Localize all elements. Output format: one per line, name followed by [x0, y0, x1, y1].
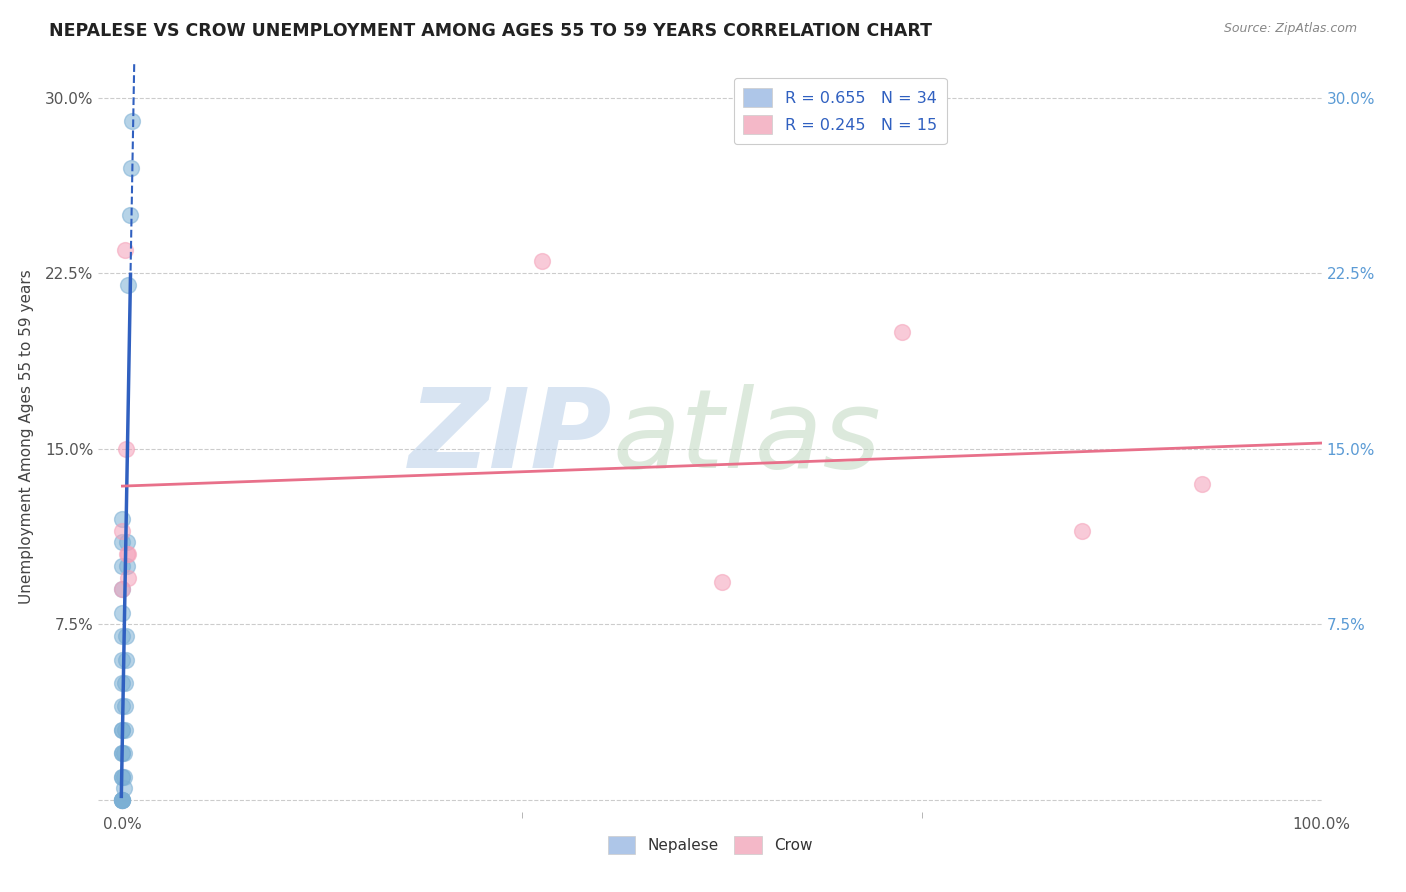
- Point: [111, 793, 134, 807]
- Point: [115, 558, 138, 573]
- Point: [111, 746, 134, 760]
- Point: [111, 582, 134, 597]
- Point: [115, 652, 138, 666]
- Point: [114, 676, 136, 690]
- Point: [111, 606, 134, 620]
- Point: [121, 114, 143, 128]
- Point: [111, 793, 134, 807]
- Point: [115, 442, 138, 456]
- Text: ZIP: ZIP: [409, 384, 612, 491]
- Point: [117, 277, 139, 292]
- Point: [111, 723, 134, 737]
- Point: [114, 723, 136, 737]
- Point: [111, 770, 134, 784]
- Point: [112, 781, 135, 796]
- Point: [115, 629, 138, 643]
- Point: [1191, 476, 1213, 491]
- Point: [111, 676, 134, 690]
- Point: [111, 558, 134, 573]
- Point: [111, 723, 134, 737]
- Point: [114, 243, 136, 257]
- Point: [111, 699, 134, 714]
- Y-axis label: Unemployment Among Ages 55 to 59 years: Unemployment Among Ages 55 to 59 years: [18, 269, 34, 605]
- Point: [117, 571, 139, 585]
- Point: [111, 629, 134, 643]
- Point: [120, 161, 142, 175]
- Point: [112, 746, 135, 760]
- Point: [118, 208, 141, 222]
- Legend: Nepalese, Crow: Nepalese, Crow: [602, 830, 818, 860]
- Point: [711, 575, 734, 590]
- Point: [111, 746, 134, 760]
- Point: [115, 535, 138, 549]
- Point: [890, 325, 912, 339]
- Text: atlas: atlas: [612, 384, 880, 491]
- Text: Source: ZipAtlas.com: Source: ZipAtlas.com: [1223, 22, 1357, 36]
- Point: [111, 652, 134, 666]
- Point: [111, 770, 134, 784]
- Point: [111, 512, 134, 526]
- Text: NEPALESE VS CROW UNEMPLOYMENT AMONG AGES 55 TO 59 YEARS CORRELATION CHART: NEPALESE VS CROW UNEMPLOYMENT AMONG AGES…: [49, 22, 932, 40]
- Point: [115, 547, 138, 561]
- Point: [111, 535, 134, 549]
- Point: [114, 699, 136, 714]
- Point: [1070, 524, 1092, 538]
- Point: [111, 793, 134, 807]
- Point: [117, 547, 139, 561]
- Point: [111, 524, 134, 538]
- Point: [531, 254, 554, 268]
- Point: [111, 793, 134, 807]
- Point: [111, 582, 134, 597]
- Point: [111, 793, 134, 807]
- Point: [112, 770, 135, 784]
